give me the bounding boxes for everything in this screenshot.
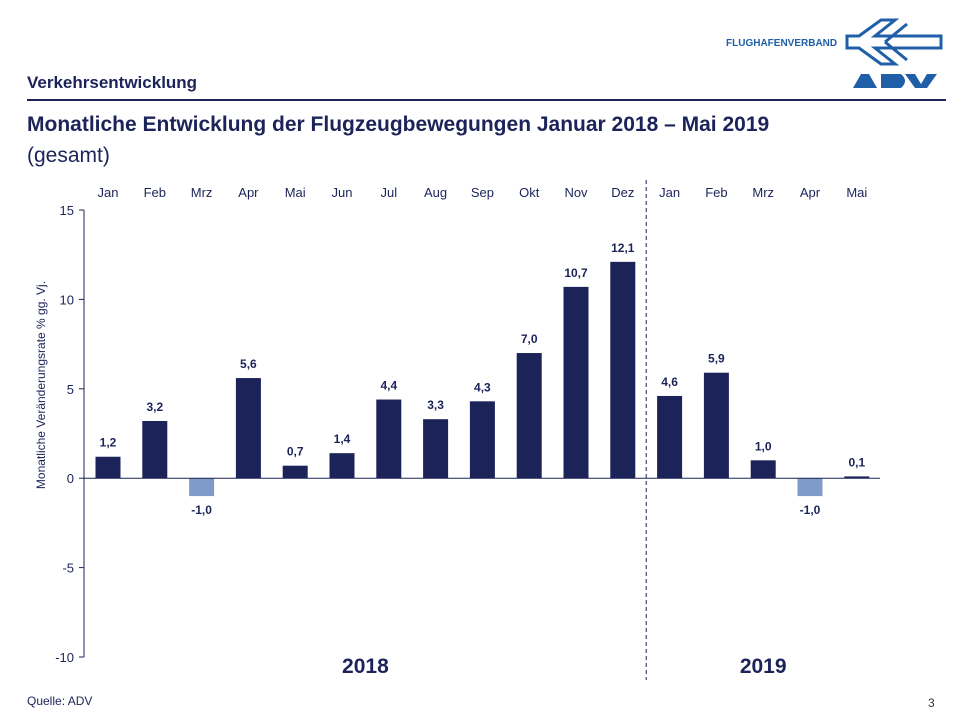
x-tick-label: Mrz xyxy=(191,185,213,200)
x-tick-label: Jun xyxy=(332,185,353,200)
chart-title: Monatliche Entwicklung der Flugzeugbeweg… xyxy=(27,113,770,136)
x-tick-label: Feb xyxy=(144,185,166,200)
data-label: 3,3 xyxy=(427,398,444,412)
header-divider xyxy=(27,99,946,101)
bar xyxy=(95,456,121,479)
data-label: 5,6 xyxy=(240,357,257,371)
bar xyxy=(235,378,261,479)
source-note: Quelle: ADV xyxy=(27,694,93,708)
x-tick-label: Apr xyxy=(800,185,821,200)
y-tick-label: 0 xyxy=(67,471,74,486)
chart-subtitle: (gesamt) xyxy=(27,144,110,167)
year-label: 2018 xyxy=(342,655,389,678)
section-title: Verkehrsentwicklung xyxy=(27,73,198,92)
x-tick-label: Jan xyxy=(659,185,680,200)
bar xyxy=(376,399,402,479)
y-tick-label: 10 xyxy=(60,292,74,307)
bar xyxy=(797,478,823,497)
data-label: 0,1 xyxy=(848,455,865,469)
y-tick-label: -5 xyxy=(62,561,74,576)
data-label: -1,0 xyxy=(191,503,212,517)
bar xyxy=(189,478,215,497)
bar xyxy=(703,372,729,479)
y-tick-label: -10 xyxy=(55,650,74,665)
data-label: 7,0 xyxy=(521,332,538,346)
bar xyxy=(423,419,449,479)
data-label: 0,7 xyxy=(287,445,304,459)
x-tick-label: Mrz xyxy=(752,185,774,200)
y-tick-label: 5 xyxy=(67,382,74,397)
bar xyxy=(516,353,542,479)
x-tick-label: Okt xyxy=(519,185,540,200)
bar xyxy=(282,465,308,479)
bar xyxy=(329,453,355,479)
x-tick-label: Feb xyxy=(705,185,727,200)
page-number: 3 xyxy=(928,696,935,710)
data-label: 1,4 xyxy=(334,432,351,446)
x-tick-label: Jan xyxy=(98,185,119,200)
x-tick-label: Apr xyxy=(238,185,259,200)
bar xyxy=(844,476,870,479)
logo-text: FLUGHAFENVERBAND xyxy=(726,38,838,49)
data-label: 5,9 xyxy=(708,352,725,366)
bar xyxy=(610,261,636,479)
x-tick-label: Jul xyxy=(380,185,397,200)
data-label: -1,0 xyxy=(800,503,821,517)
data-label: 3,2 xyxy=(146,400,163,414)
data-label: 4,4 xyxy=(380,379,397,393)
x-tick-label: Mai xyxy=(846,185,867,200)
x-tick-label: Sep xyxy=(471,185,494,200)
y-tick-label: 15 xyxy=(60,203,74,218)
bar xyxy=(750,460,776,479)
data-label: 4,6 xyxy=(661,375,678,389)
data-label: 10,7 xyxy=(564,266,588,280)
x-tick-label: Dez xyxy=(611,185,634,200)
data-label: 1,0 xyxy=(755,439,772,453)
data-label: 12,1 xyxy=(611,241,635,255)
year-label: 2019 xyxy=(740,655,787,678)
x-tick-label: Aug xyxy=(424,185,447,200)
y-axis-label: Monatliche Veränderungsrate % gg. Vj. xyxy=(34,281,48,489)
bar xyxy=(563,286,589,479)
adv-logo xyxy=(845,18,943,88)
data-label: 4,3 xyxy=(474,380,491,394)
bar xyxy=(142,420,168,479)
x-tick-label: Mai xyxy=(285,185,306,200)
bar xyxy=(469,401,495,479)
data-label: 1,2 xyxy=(100,436,117,450)
x-tick-label: Nov xyxy=(564,185,588,200)
bar xyxy=(657,395,683,479)
